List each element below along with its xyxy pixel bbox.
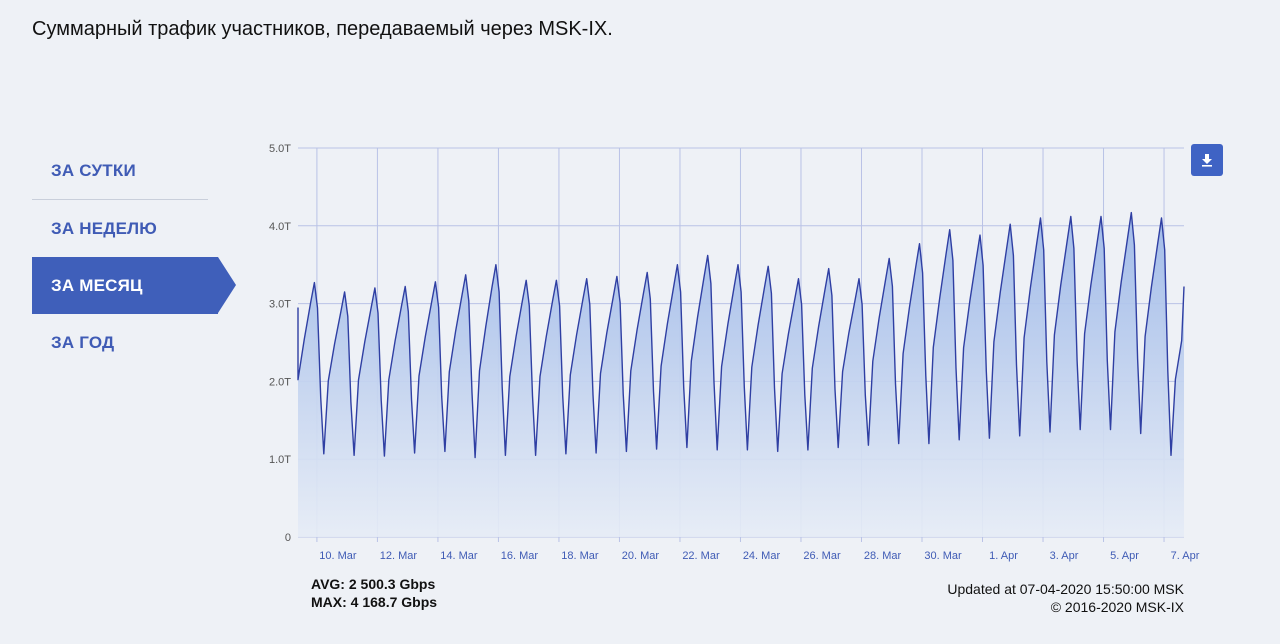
x-tick-label: 12. Mar <box>380 550 418 562</box>
copyright: © 2016-2020 MSK-IX <box>1050 599 1184 615</box>
y-tick-label: 3.0T <box>269 299 291 311</box>
download-button[interactable] <box>1191 144 1223 176</box>
nav-item-day[interactable]: ЗА СУТКИ <box>32 142 208 200</box>
x-tick-label: 28. Mar <box>864 550 902 562</box>
footer-info: Updated at 07-04-2020 15:50:00 MSK © 201… <box>947 580 1184 616</box>
traffic-area <box>298 212 1184 537</box>
page-title: Суммарный трафик участников, передаваемы… <box>32 18 613 40</box>
x-tick-label: 18. Mar <box>561 550 599 562</box>
x-tick-label: 24. Mar <box>743 550 781 562</box>
nav-item-week[interactable]: ЗА НЕДЕЛЮ <box>51 219 157 238</box>
x-tick-label: 5. Apr <box>1110 550 1139 562</box>
updated-timestamp: Updated at 07-04-2020 15:50:00 MSK <box>947 581 1184 597</box>
y-tick-label: 5.0T <box>269 143 291 155</box>
x-tick-label: 22. Mar <box>682 550 720 562</box>
x-tick-label: 26. Mar <box>803 550 841 562</box>
x-tick-label: 30. Mar <box>924 550 962 562</box>
period-nav: ЗА СУТКИ ЗА НЕДЕЛЮ ЗА МЕСЯЦ ЗА ГОД <box>32 142 236 371</box>
x-tick-label: 20. Mar <box>622 550 660 562</box>
traffic-stats: AVG: 2 500.3 Gbps MAX: 4 168.7 Gbps <box>311 575 437 611</box>
nav-item-year[interactable]: ЗА ГОД <box>51 333 115 352</box>
x-tick-label: 16. Mar <box>501 550 539 562</box>
avg-value: AVG: 2 500.3 Gbps <box>311 576 436 592</box>
y-tick-label: 2.0T <box>269 376 291 388</box>
x-tick-label: 7. Apr <box>1171 550 1200 562</box>
x-tick-label: 10. Mar <box>319 550 357 562</box>
x-tick-label: 3. Apr <box>1050 550 1079 562</box>
download-icon <box>1202 154 1212 167</box>
y-tick-label: 4.0T <box>269 221 291 233</box>
traffic-line <box>297 211 1185 459</box>
x-tick-label: 14. Mar <box>440 550 478 562</box>
y-tick-label: 1.0T <box>269 454 291 466</box>
x-tick-label: 1. Apr <box>989 550 1018 562</box>
max-value: MAX: 4 168.7 Gbps <box>311 594 438 610</box>
nav-item-month[interactable]: ЗА МЕСЯЦ <box>32 257 236 314</box>
y-tick-label: 0 <box>285 532 291 544</box>
